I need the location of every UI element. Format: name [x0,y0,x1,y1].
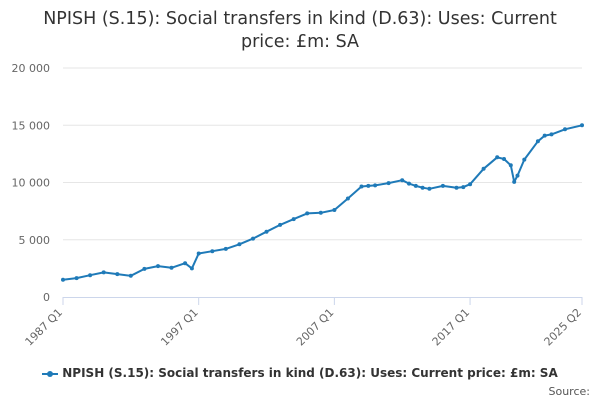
grid-lines [63,67,582,241]
data-point[interactable] [128,273,133,278]
data-point[interactable] [196,251,201,256]
data-point[interactable] [542,133,547,138]
y-tick-label: 15 000 [12,119,51,132]
data-point[interactable] [88,273,93,278]
x-tick-label: 2007 Q1 [294,306,337,349]
data-point[interactable] [74,276,79,281]
data-point[interactable] [440,183,445,188]
legend[interactable]: NPISH (S.15): Social transfers in kind (… [0,366,600,380]
data-point[interactable] [407,181,411,186]
y-tick-label: 0 [43,291,50,304]
data-point[interactable] [563,127,567,132]
data-point[interactable] [291,217,296,222]
data-point[interactable] [210,249,215,254]
data-point[interactable] [413,183,418,188]
data-point[interactable] [251,236,255,241]
x-tick-label: 1997 Q1 [158,306,201,349]
data-point[interactable] [427,186,432,191]
y-tick-label: 20 000 [12,62,51,75]
chart-title-line-2: price: £m: SA [240,32,360,52]
data-point[interactable] [169,265,174,270]
data-point[interactable] [502,157,506,161]
data-point[interactable] [115,272,120,277]
data-point[interactable] [373,183,378,188]
data-point[interactable] [580,123,584,128]
data-point[interactable] [495,155,500,160]
data-point[interactable] [468,182,473,187]
data-point[interactable] [522,157,527,162]
data-point[interactable] [305,211,310,216]
data-point[interactable] [386,181,391,186]
x-tick-label: 2025 Q2 [542,306,585,349]
axes: 0 5 000 10 000 15 000 20 000 1987 Q1 1997 Q1 20… [12,62,585,348]
y-tick-label: 10 000 [12,177,51,190]
y-tick-label: 5 000 [19,234,51,247]
data-point[interactable] [481,166,486,171]
series-line[interactable] [62,124,583,281]
chart-title: NPISH (S.15): Social transfers in kind (… [0,8,600,54]
data-point[interactable] [189,266,194,271]
data-point[interactable] [512,179,517,184]
source-credit: Source: [548,385,591,398]
data-point[interactable] [101,270,106,275]
data-point[interactable] [142,266,147,271]
data-point[interactable] [61,277,65,282]
data-point[interactable] [237,242,242,247]
data-point[interactable] [183,261,188,266]
chart-title-line-1: NPISH (S.15): Social transfers in kind (… [43,9,557,29]
data-point[interactable] [366,183,371,188]
data-point[interactable] [359,184,364,189]
data-point[interactable] [454,185,459,190]
data-point[interactable] [508,163,513,168]
data-point[interactable] [461,185,466,190]
data-point[interactable] [264,229,269,234]
data-point[interactable] [318,210,323,215]
data-point[interactable] [535,139,540,144]
data-point[interactable] [400,178,405,183]
series-layer[interactable] [61,123,584,282]
data-point[interactable] [278,222,283,227]
legend-label: NPISH (S.15): Social transfers in kind (… [62,366,558,380]
data-point[interactable] [515,173,520,178]
x-tick-label: 1987 Q1 [23,306,66,349]
legend-line-marker-icon [42,370,59,377]
data-point[interactable] [549,132,554,137]
data-point[interactable] [332,208,337,212]
data-point[interactable] [223,246,228,251]
x-tick-label: 2017 Q1 [430,306,473,349]
data-point[interactable] [156,264,160,269]
data-point[interactable] [420,185,425,190]
data-point[interactable] [345,196,350,201]
